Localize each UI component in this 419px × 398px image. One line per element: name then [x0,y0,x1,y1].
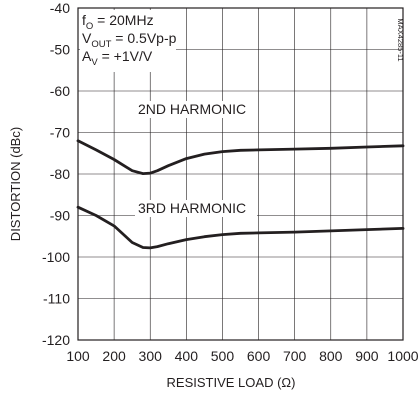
y-tick-label: -50 [50,42,70,58]
y-tick-label: -80 [50,166,70,182]
condition-line: AV = +1V/V [82,48,153,68]
y-tick-label: -120 [42,332,70,348]
y-tick-label: -90 [50,208,70,224]
x-axis-label: RESISTIVE LOAD (Ω) [167,375,296,390]
y-tick-label: -70 [50,125,70,141]
x-tick-label: 600 [247,348,271,364]
chart-ticks: 100 200 300 400 500 600 700 800 900 1000 -40 -50 -60… [42,0,419,364]
x-tick-label: 500 [211,348,235,364]
y-tick-label: -110 [43,291,70,307]
y-tick-label: -100 [42,249,70,265]
series-line [76,139,405,175]
x-tick-label: 800 [319,348,343,364]
x-tick-label: 300 [139,348,163,364]
chart-series [76,139,405,250]
figure-code: MAX4285-11 [396,18,405,61]
y-tick-label: -60 [50,83,70,99]
series-label: 2ND HARMONIC [138,101,246,117]
x-tick-label: 700 [283,348,307,364]
x-tick-label: 900 [355,348,379,364]
x-tick-label: 200 [102,348,126,364]
series-label: 3RD HARMONIC [138,200,246,216]
x-tick-label: 100 [66,348,90,364]
y-tick-label: -40 [50,0,70,16]
series-label-background [135,101,255,118]
conditions-background [80,10,176,72]
x-tick-label: 1000 [387,348,418,364]
condition-line: VOUT = 0.5Vp-p [82,30,177,50]
series-labels: 2ND HARMONIC 3RD HARMONIC [135,101,257,217]
series-line [76,205,405,250]
plot-frame [77,7,404,341]
series-label-background [135,200,257,217]
x-tick-label: 400 [175,348,199,364]
y-axis-label: DISTORTION (dBc) [8,127,23,241]
condition-line: fO = 20MHz [82,12,154,32]
